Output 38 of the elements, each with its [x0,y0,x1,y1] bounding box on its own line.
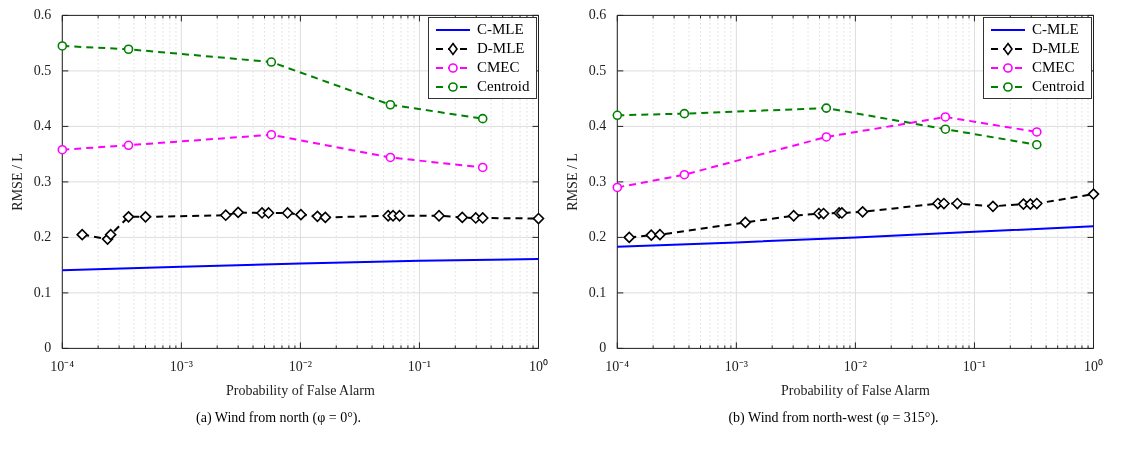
legend-label: D-MLE [477,40,525,58]
y-tick-label: 0.1 [588,284,607,300]
x-tick-label: 10⁻⁴ [605,359,630,375]
text: (b) Wind from north-west (φ = 315°). [727,410,940,426]
legend-label: CMEC [1032,59,1075,77]
y-tick-label: 0.4 [588,118,607,134]
y-tick-label: 0.5 [588,62,607,78]
legend-label: C-MLE [477,21,524,39]
legend-label: Centroid [477,78,530,96]
x-axis-title: Probability of False Alarm [780,383,930,399]
x-tick-label: 10⁻³ [724,359,748,375]
y-tick-label: 0.3 [33,173,52,189]
x-tick-label: 10⁻⁴ [50,359,75,375]
y-tick-label: 0.4 [33,118,52,134]
text: (a) Wind from north (φ = 0°). [195,410,362,426]
y-tick-label: 0.6 [588,7,607,23]
y-tick-label: 0.2 [588,229,607,245]
legend-label: CMEC [477,59,520,77]
y-tick-label: 0.5 [33,62,52,78]
x-tick-label: 10⁻³ [169,359,193,375]
y-axis-title: RMSE / L [565,153,581,211]
y-tick-label: 0.2 [33,229,52,245]
x-axis-title: Probability of False Alarm [225,383,375,399]
y-tick-label: 0.6 [33,7,52,23]
legend-label: D-MLE [1032,40,1080,58]
y-tick-label: 0.1 [33,284,52,300]
y-axis-title: RMSE / L [10,153,26,211]
x-tick-label: 10⁰ [1084,359,1103,375]
x-tick-label: 10⁻¹ [962,359,987,375]
x-tick-label: 10⁻¹ [407,359,432,375]
legend-label: Centroid [1032,78,1085,96]
y-tick-label: 0 [599,340,607,356]
x-tick-label: 10⁰ [529,359,548,375]
legend-label: C-MLE [1032,21,1079,39]
y-tick-label: 0.3 [588,173,607,189]
x-tick-label: 10⁻² [843,359,867,375]
x-tick-label: 10⁻² [288,359,312,375]
y-tick-label: 0 [44,340,52,356]
